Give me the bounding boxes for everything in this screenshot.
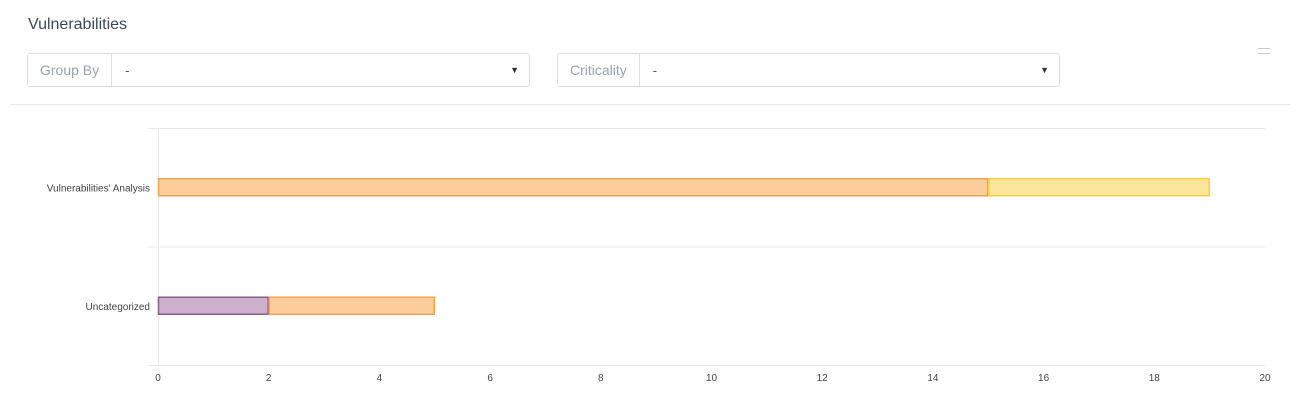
x-tick-label: 12 [817,373,829,384]
vulnerabilities-bar-chart: Vulnerabilities' Analysis Uncategorized 0 2… [47,128,1271,384]
group-by-label: Group By [28,54,113,86]
header-divider [10,104,1290,105]
criticality-label: Criticality [558,54,640,86]
x-tick-label: 10 [706,373,718,384]
bar-segment [268,296,436,315]
x-tick-label: 16 [1038,373,1050,384]
chart-bars [157,178,1210,315]
x-tick-label: 8 [598,373,604,384]
caret-down-icon: ▼ [510,65,519,75]
widget-title: Vulnerabilities [28,16,128,33]
x-tick-label: 18 [1149,373,1161,384]
x-tick-label: 0 [155,373,161,384]
category-label: Vulnerabilities' Analysis [47,183,150,194]
group-by-value: - [125,62,130,78]
bar-segment [157,296,269,315]
caret-down-icon: ▼ [1040,65,1049,75]
bar-segment [988,178,1210,197]
criticality-value: - [652,62,658,78]
group-by-filter: Group By - ▼ [27,53,530,87]
chart-grid [148,128,1265,366]
group-by-select[interactable]: - ▼ [112,54,529,86]
criticality-filter: Criticality - ▼ [557,53,1060,87]
criticality-select[interactable]: - ▼ [640,54,1059,86]
x-tick-label: 4 [377,373,383,384]
chart-labels: Vulnerabilities' Analysis Uncategorized 0 2… [47,183,1271,384]
x-tick-label: 2 [266,373,272,384]
category-label: Uncategorized [86,302,150,313]
drag-handle-icon[interactable] [1258,48,1270,54]
bar-segment [157,178,989,197]
x-tick-label: 6 [487,373,493,384]
x-tick-label: 14 [927,373,939,384]
x-tick-label: 20 [1259,373,1271,384]
